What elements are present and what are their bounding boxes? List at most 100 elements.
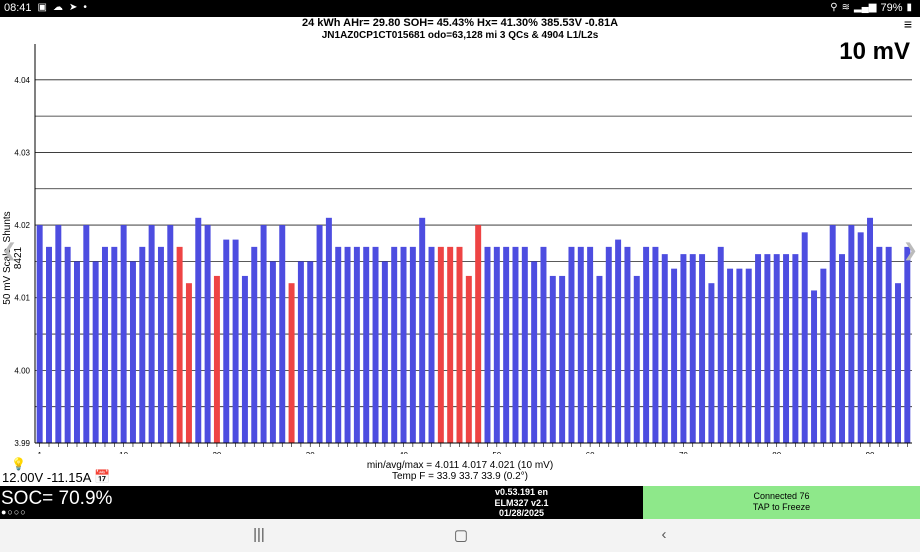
cell-bar — [857, 232, 864, 443]
bottom-panel: SOC= 70.9% ●○○○ v0.53.191 en ELM327 v2.1… — [0, 486, 920, 519]
gallery-icon: ▣ — [37, 2, 47, 13]
cell-bar — [391, 246, 398, 443]
adapter-version: ELM327 v2.1 — [494, 497, 549, 508]
cell-bar — [671, 268, 678, 443]
cell-bar — [409, 246, 416, 443]
cell-bar — [269, 261, 276, 443]
y-tick-label: 4.02 — [14, 221, 30, 230]
cell-bar — [92, 261, 99, 443]
cell-bar — [260, 225, 267, 443]
aux-battery-readout: 12.00V -11.15A 📅 — [2, 469, 111, 485]
temperature-stats: Temp F = 33.9 33.7 33.9 (0.2°) — [391, 471, 529, 482]
cell-bar — [587, 246, 594, 443]
x-tick-label: 40 — [399, 451, 408, 454]
cell-bar — [139, 246, 146, 443]
scale-label[interactable]: 10 mV — [839, 38, 910, 65]
cell-bar — [764, 254, 771, 443]
y-tick-label: 4.04 — [14, 76, 30, 85]
cell-bar — [428, 246, 435, 443]
lightbulb-icon[interactable]: 💡 — [11, 457, 26, 471]
cell-bar — [885, 246, 892, 443]
cell-bar — [279, 225, 286, 443]
x-tick-label: 80 — [772, 451, 781, 454]
battery-percent: 79% — [880, 2, 903, 14]
cell-bar — [185, 283, 192, 443]
cell-bar — [792, 254, 799, 443]
cell-bar — [381, 261, 388, 443]
cell-bar — [689, 254, 696, 443]
cell-bar — [232, 239, 239, 443]
cell-bar — [848, 225, 855, 443]
cell-bar — [904, 246, 911, 443]
cell-bar — [577, 246, 584, 443]
cell-bar — [755, 254, 762, 443]
cell-bar — [475, 225, 482, 443]
cell-bar — [437, 246, 444, 443]
signal-icon: ▂▄▆ — [853, 2, 877, 13]
cell-bar — [549, 275, 556, 443]
cell-bar — [83, 225, 90, 443]
vehicle-info: JN1AZ0CP1CT015681 odo=63,128 mi 3 QCs & … — [321, 30, 599, 41]
cell-bar — [801, 232, 808, 443]
dot-icon: • — [83, 2, 87, 13]
calendar-icon[interactable]: 📅 — [94, 469, 111, 484]
cell-bar — [241, 275, 248, 443]
x-tick-label: 70 — [679, 451, 688, 454]
battery-icon: ▮ — [906, 2, 912, 13]
cell-bar — [251, 246, 258, 443]
cell-bar — [36, 225, 43, 443]
home-icon[interactable]: ▢ — [453, 527, 469, 544]
menu-icon[interactable]: ≡ — [903, 16, 912, 32]
cell-bar — [353, 246, 360, 443]
cell-bar — [335, 246, 342, 443]
cell-bar — [783, 254, 790, 443]
x-tick-label: 1 — [37, 451, 42, 454]
x-tick-label: 20 — [212, 451, 221, 454]
clock: 08:41 — [4, 2, 32, 14]
previous-arrow-icon[interactable]: ❮ — [2, 240, 18, 260]
cell-bar — [73, 261, 80, 443]
cell-bar — [652, 246, 659, 443]
system-status-bar: 08:41 ▣ ☁ ➤ • ⚲ ≋ ▂▄▆ 79% ▮ — [0, 0, 920, 17]
soc-panel[interactable]: SOC= 70.9% ●○○○ — [0, 486, 400, 519]
cell-bar — [717, 246, 724, 443]
cell-bar — [223, 239, 230, 443]
x-tick-label: 60 — [586, 451, 595, 454]
cell-bar — [596, 275, 603, 443]
cell-voltage-chart[interactable]: 4.04 4.03 4.02 4.01 4.00 3.99 1 10 20 30 40 50 60 70 8… — [0, 44, 920, 454]
cell-bar — [120, 225, 127, 443]
back-icon[interactable]: ‹ — [661, 526, 667, 543]
connection-button[interactable]: Connected 76 TAP to Freeze — [643, 486, 920, 519]
cell-bar — [307, 261, 314, 443]
page-dots: ●○○○ — [1, 507, 27, 517]
cell-bar — [540, 246, 547, 443]
cell-bar — [512, 246, 519, 443]
min-avg-max: min/avg/max = 4.011 4.017 4.021 (10 mV) — [366, 460, 554, 471]
cell-bar — [447, 246, 454, 443]
cell-bar — [699, 254, 706, 443]
cell-bar — [64, 246, 71, 443]
y-tick-label: 4.00 — [14, 366, 30, 375]
freeze-hint: TAP to Freeze — [752, 501, 811, 512]
cell-bar — [465, 275, 472, 443]
cell-bar — [419, 217, 426, 443]
cell-bar — [839, 254, 846, 443]
voltage-current: 12.00V -11.15A — [2, 469, 92, 485]
cell-bar — [605, 246, 612, 443]
x-tick-label: 90 — [866, 451, 875, 454]
x-tick-label: 10 — [119, 451, 128, 454]
cell-bar — [820, 268, 827, 443]
cell-bar — [568, 246, 575, 443]
cell-bar — [111, 246, 118, 443]
cell-bar — [325, 217, 332, 443]
cell-bar — [643, 246, 650, 443]
cell-bar — [661, 254, 668, 443]
next-arrow-icon[interactable]: ❯ — [902, 240, 918, 260]
soc-value: SOC= 70.9% — [1, 488, 113, 509]
cell-bar — [213, 275, 220, 443]
cell-bar — [363, 246, 370, 443]
cell-bar — [829, 225, 836, 443]
recent-apps-icon[interactable]: ||| — [253, 526, 265, 543]
cell-bar — [624, 246, 631, 443]
version-panel: v0.53.191 en ELM327 v2.1 01/28/2025 — [400, 486, 643, 519]
